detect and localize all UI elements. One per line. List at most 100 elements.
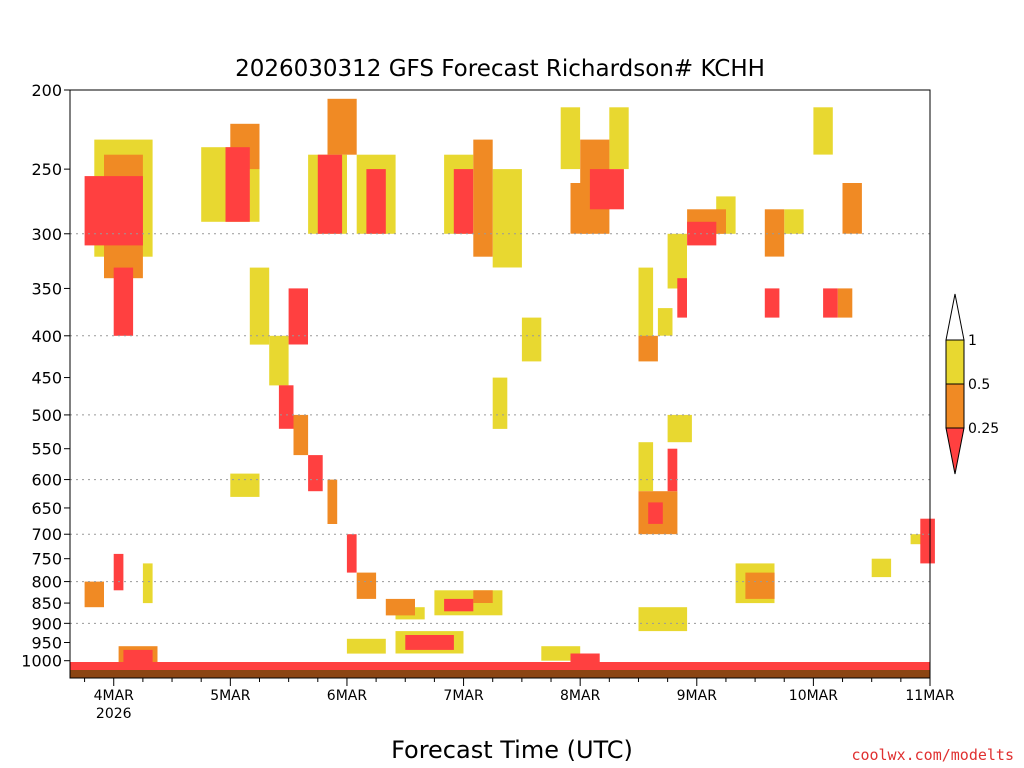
ri-cell-yellow xyxy=(667,414,692,443)
y-tick-label: 200 xyxy=(31,81,62,100)
ri-cell-red xyxy=(677,278,687,318)
legend-label: 0.5 xyxy=(968,377,990,393)
color-legend: 1 0.5 0.25 xyxy=(945,293,999,475)
ri-cell-yellow xyxy=(249,267,270,345)
x-tick-label: 10MAR xyxy=(789,688,838,704)
ri-cell-yellow xyxy=(910,534,926,545)
legend-swatch-top xyxy=(945,293,965,341)
ri-cell-red xyxy=(444,598,474,612)
ri-cell-red xyxy=(667,448,678,492)
ri-cell-yellow xyxy=(541,646,581,661)
ri-cell-red xyxy=(366,169,386,234)
y-tick-label: 800 xyxy=(31,573,62,592)
ri-cell-red xyxy=(453,169,474,234)
ri-cell-red xyxy=(823,288,838,318)
y-tick-label: 550 xyxy=(31,440,62,459)
ri-cell-red xyxy=(570,653,600,665)
legend-label: 1 xyxy=(968,333,977,349)
ri-cell-red xyxy=(764,288,780,318)
ri-cell-yellow xyxy=(492,377,508,429)
y-tick-label: 300 xyxy=(31,225,62,244)
ri-cell-red xyxy=(113,267,134,336)
y-tick-label: 250 xyxy=(31,160,62,179)
y-tick-label: 400 xyxy=(31,327,62,346)
y-tick-label: 350 xyxy=(31,279,62,298)
ri-cell-red xyxy=(405,635,454,650)
ri-cell-red xyxy=(317,154,343,234)
surface-layer-band xyxy=(70,662,930,670)
ri-cell-yellow xyxy=(269,335,289,386)
ri-cell-yellow xyxy=(230,473,260,497)
ri-cell-orange xyxy=(638,335,658,362)
ri-cell-orange xyxy=(385,598,415,616)
ri-cell-orange xyxy=(327,98,357,155)
ri-cell-yellow xyxy=(609,107,629,170)
ri-cell-yellow xyxy=(638,442,654,492)
ri-cell-yellow xyxy=(492,169,522,268)
ri-cell-yellow xyxy=(784,209,804,234)
ri-cell-yellow xyxy=(560,107,581,170)
ri-cell-red xyxy=(225,147,250,222)
ri-cell-orange xyxy=(837,288,853,318)
ri-cell-orange xyxy=(473,590,493,603)
y-tick-label: 700 xyxy=(31,525,62,544)
y-axis: 200 250 300 350 400 450 500 550 600 650 700 750 800 8… xyxy=(21,81,70,671)
y-tick-label: 750 xyxy=(31,550,62,569)
ri-cell-yellow xyxy=(521,317,542,362)
ri-cell-yellow xyxy=(638,607,688,632)
y-tick-label: 1000 xyxy=(21,652,62,671)
ri-cell-yellow xyxy=(813,107,833,155)
ri-cell-yellow xyxy=(871,558,892,578)
y-tick-label: 950 xyxy=(31,634,62,653)
ri-cell-yellow xyxy=(346,638,386,654)
x-tick-label: 8MAR xyxy=(560,688,601,704)
y-tick-label: 600 xyxy=(31,471,62,490)
ri-cell-orange xyxy=(84,581,104,608)
ri-cell-red xyxy=(346,534,357,573)
legend-swatch-bottom xyxy=(945,427,965,475)
legend-swatch-yellow xyxy=(945,339,965,385)
x-tick-label: 5MAR xyxy=(210,688,251,704)
legend-swatch-orange xyxy=(945,383,965,429)
ri-cell-yellow xyxy=(638,267,654,354)
chart-title: 2026030312 GFS Forecast Richardson# KCHH xyxy=(235,56,765,82)
ri-cell-red xyxy=(288,288,308,345)
ri-cell-red xyxy=(113,553,124,591)
plot-frame xyxy=(69,89,931,679)
ri-cell-orange xyxy=(327,479,338,524)
y-tick-label: 900 xyxy=(31,614,62,633)
legend-label: 0.25 xyxy=(968,421,999,437)
x-axis-label: Forecast Time (UTC) xyxy=(391,736,633,764)
heatmap-cells xyxy=(84,98,935,665)
ri-cell-orange xyxy=(356,572,377,599)
ri-cell-red xyxy=(648,502,663,524)
ground-layer xyxy=(70,662,930,678)
ri-cell-orange xyxy=(842,183,862,234)
ri-cell-yellow xyxy=(657,308,673,336)
x-tick-sublabel: 2026 xyxy=(96,706,132,722)
x-tick-label: 11MAR xyxy=(905,688,954,704)
credit-text: coolwx.com/modelts xyxy=(851,746,1014,764)
ri-cell-orange xyxy=(473,139,493,257)
x-axis: 4MAR 2026 5MAR 6MAR 7MAR 8MAR 9MAR 10MAR 11MAR xyxy=(84,678,955,722)
ri-cell-orange xyxy=(293,414,309,456)
ri-cell-orange xyxy=(745,572,775,599)
ground-band xyxy=(70,670,930,678)
y-tick-label: 850 xyxy=(31,594,62,613)
ri-cell-red xyxy=(278,385,294,429)
ri-cell-red xyxy=(84,176,143,246)
ri-cell-red xyxy=(920,518,935,564)
ri-cell-yellow xyxy=(667,233,687,289)
x-tick-label: 4MAR xyxy=(94,688,135,704)
y-tick-label: 500 xyxy=(31,406,62,425)
ri-cell-red xyxy=(123,649,153,663)
x-tick-label: 7MAR xyxy=(443,688,484,704)
ri-cell-yellow xyxy=(142,563,153,604)
x-tick-label: 9MAR xyxy=(677,688,718,704)
y-tick-label: 450 xyxy=(31,369,62,388)
y-tick-label: 650 xyxy=(31,499,62,518)
x-tick-label: 6MAR xyxy=(327,688,368,704)
ri-cell-red xyxy=(589,169,624,210)
ri-cell-orange xyxy=(764,209,785,257)
